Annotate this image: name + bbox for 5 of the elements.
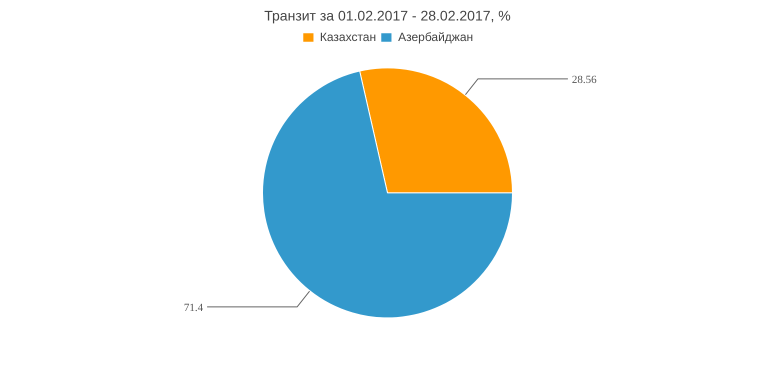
legend-label: Азербайджан <box>398 30 474 44</box>
data-label: 71.4 <box>184 302 204 314</box>
chart-title: Транзит за 01.02.2017 - 28.02.2017, % <box>264 8 511 24</box>
legend-label: Казахстан <box>320 30 376 44</box>
data-label: 28.56 <box>572 74 598 86</box>
